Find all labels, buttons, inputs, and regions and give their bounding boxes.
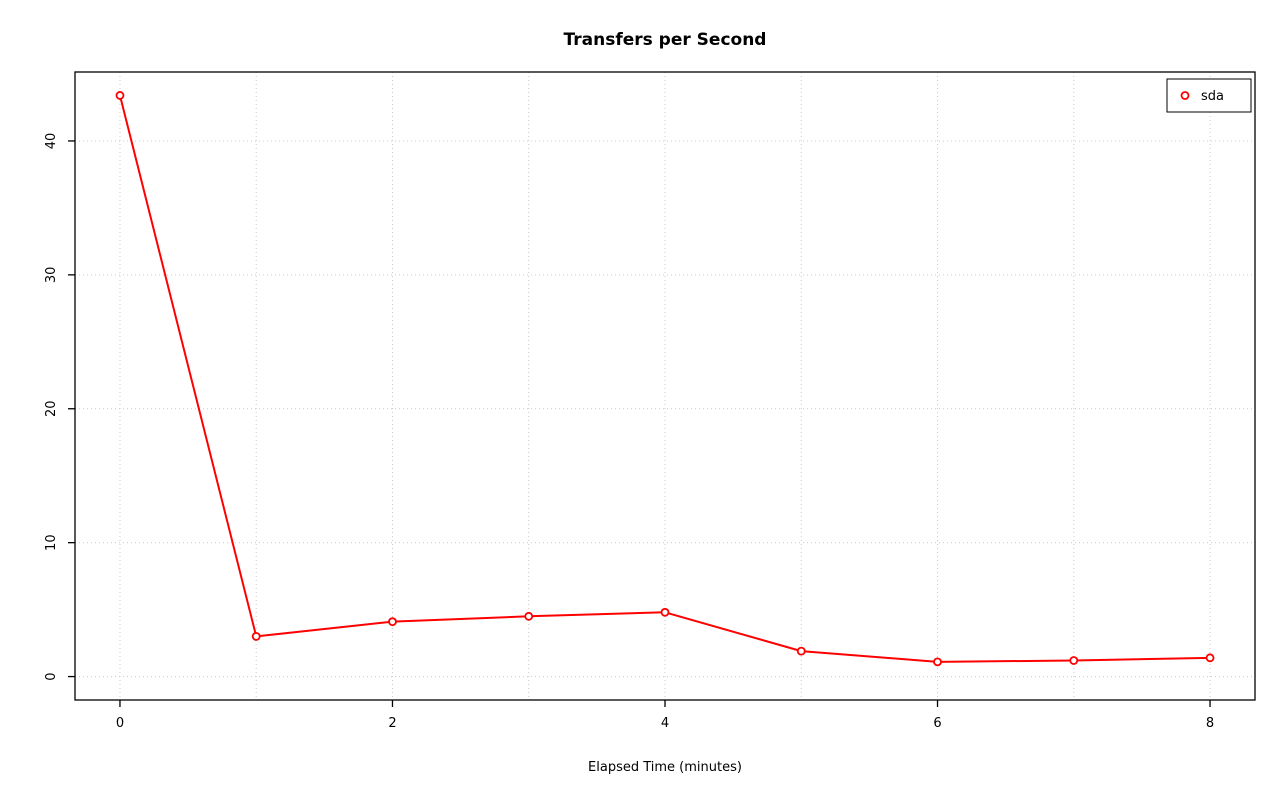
x-tick-label: 6 — [933, 716, 941, 731]
data-point-marker — [1205, 653, 1215, 663]
x-tick-label: 2 — [388, 716, 396, 731]
y-tick-label: 40 — [44, 133, 59, 150]
legend-label: sda — [1201, 89, 1224, 104]
x-tick-label: 8 — [1206, 716, 1214, 731]
data-point-marker — [524, 611, 534, 621]
y-tick-label: 0 — [44, 672, 59, 680]
x-axis-label: Elapsed Time (minutes) — [588, 760, 742, 775]
chart-title: Transfers per Second — [563, 30, 767, 50]
data-point-marker — [796, 646, 806, 656]
data-point-marker — [115, 91, 125, 100]
y-tick-label: 30 — [44, 267, 59, 284]
y-tick-label: 20 — [44, 400, 59, 417]
x-tick-label: 0 — [116, 716, 124, 731]
y-tick-label: 10 — [44, 534, 59, 551]
data-point-marker — [1069, 656, 1079, 665]
data-point-marker — [388, 617, 397, 627]
data-point-marker — [251, 631, 261, 641]
data-point-marker — [660, 607, 670, 617]
plot-border — [74, 71, 1256, 701]
legend-marker-icon — [1180, 91, 1190, 100]
data-point-marker — [933, 657, 942, 667]
x-tick-label: 4 — [661, 716, 669, 731]
